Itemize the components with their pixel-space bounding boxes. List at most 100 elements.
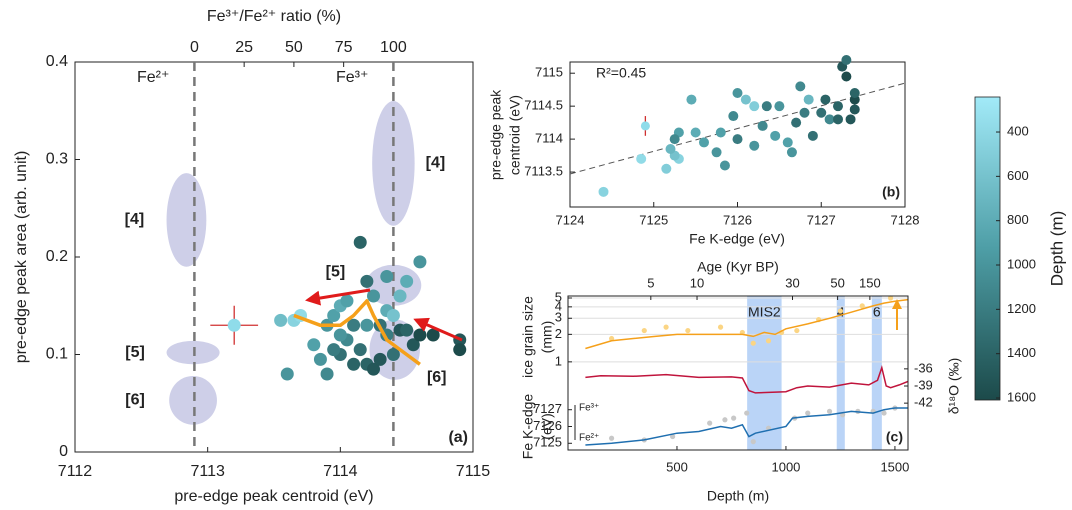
data-point xyxy=(795,81,806,92)
y-tick-label: -42 xyxy=(914,395,933,410)
y-tick-label: 0.4 xyxy=(46,53,68,70)
data-point xyxy=(320,367,334,381)
data-point xyxy=(274,313,288,327)
y-tick-label: 7113.5 xyxy=(524,164,563,179)
data-point xyxy=(686,94,697,105)
x2-tick-label: 25 xyxy=(235,39,253,56)
panel-1: 7124 7125 7126 7127 7128 7113.5 7114 7114.5 7115… xyxy=(488,55,920,247)
x2-tick-label: 100 xyxy=(380,39,407,56)
panel-label: (c) xyxy=(886,429,903,445)
series-point xyxy=(881,410,887,416)
data-point xyxy=(841,71,852,82)
series-point xyxy=(731,415,737,421)
panel-0: 7112 7113 7114 7115 0 0.1 0.2 0.3 0.4 0 25 50 75 100 F… xyxy=(13,8,490,505)
colorbar-tick-label: 1400 xyxy=(1007,345,1036,360)
y-tick-label: 7114 xyxy=(535,131,563,146)
series-point xyxy=(765,338,772,344)
data-point xyxy=(386,309,400,322)
shaded-band xyxy=(747,296,782,450)
data-point xyxy=(824,114,835,125)
series-line xyxy=(585,298,909,350)
series-point xyxy=(641,327,647,334)
data-point xyxy=(757,120,768,131)
shaded-band xyxy=(836,296,845,450)
data-point xyxy=(740,94,751,105)
series-point xyxy=(685,327,691,334)
data-point xyxy=(353,343,367,357)
annotation: R²=0.45 xyxy=(596,65,646,81)
x-axis-title: Depth (m) xyxy=(707,488,769,504)
data-point xyxy=(367,362,380,376)
x2-axis-title: Fe³⁺/Fe²⁺ ratio (%) xyxy=(207,8,341,25)
data-point xyxy=(699,137,709,148)
x-tick-label: 7128 xyxy=(891,212,920,227)
data-point xyxy=(307,338,321,352)
data-point xyxy=(400,323,414,337)
series-point xyxy=(750,439,756,445)
y-tick-label: 3 xyxy=(555,310,562,325)
arrow xyxy=(413,317,463,342)
colorbar-tick-label: 600 xyxy=(1007,168,1029,183)
colorbar-title: Depth (m) xyxy=(1047,211,1066,287)
fit-line xyxy=(569,82,906,175)
series-point xyxy=(707,420,713,426)
colorbar-tick-label: 1000 xyxy=(1007,256,1036,271)
region xyxy=(169,375,217,425)
x-tick-label: 7113 xyxy=(190,463,225,480)
series-point xyxy=(859,303,865,309)
y-tick-label: 0.2 xyxy=(46,248,68,265)
series-point xyxy=(887,295,894,301)
y-tick-label: 7114.5 xyxy=(524,98,563,113)
data-point xyxy=(791,117,802,128)
x-tick-label: 7114 xyxy=(323,463,358,480)
shaded-band xyxy=(871,296,882,450)
data-point xyxy=(367,289,380,303)
x-tick-label: 7126 xyxy=(723,212,752,227)
colorbar xyxy=(974,96,1001,401)
data-point xyxy=(816,107,827,118)
data-point xyxy=(732,87,743,98)
data-point xyxy=(690,127,701,138)
panel-label: (a) xyxy=(448,429,468,446)
y-tick-label: 7126 xyxy=(533,418,562,433)
data-point xyxy=(782,137,793,148)
y-tick-label: 0.3 xyxy=(46,151,68,168)
data-point xyxy=(353,235,367,249)
data-point xyxy=(669,134,680,145)
data-point xyxy=(413,328,427,342)
region-label: [6] xyxy=(125,392,145,409)
y-tick-label: 2 xyxy=(555,326,562,341)
reference-label: Fe²⁺ xyxy=(137,69,169,86)
x-tick-label: 7125 xyxy=(639,212,668,227)
data-point xyxy=(770,130,781,141)
x-tick-label: 7115 xyxy=(456,463,491,480)
region-label: [4] xyxy=(426,155,446,172)
panel-2: MIS24612345ice grain size(mm)-36-39-42δ¹… xyxy=(520,259,962,504)
data-point xyxy=(313,352,327,366)
x-tick-label: 500 xyxy=(666,459,688,474)
data-point xyxy=(803,94,814,105)
y-axis-title: ice grain size xyxy=(520,296,536,378)
x2-tick-label: 75 xyxy=(335,39,353,56)
data-point xyxy=(413,255,427,269)
colorbar-tick-label: 400 xyxy=(1007,123,1029,138)
data-point xyxy=(386,348,400,361)
arrow xyxy=(305,288,371,306)
y-tick-label: 4 xyxy=(555,298,562,313)
x2-tick-label: 0 xyxy=(190,39,199,56)
y-axis-title: pre-edge peak area (arb. unit) xyxy=(13,151,30,364)
x2-tick-label: 50 xyxy=(830,275,844,290)
data-point xyxy=(799,107,810,118)
data-point xyxy=(347,318,361,332)
data-point xyxy=(373,352,387,366)
region xyxy=(166,173,207,267)
data-point xyxy=(406,338,420,352)
data-point xyxy=(360,318,374,332)
x2-tick-label: 150 xyxy=(859,275,881,290)
series-point xyxy=(608,435,615,441)
data-point xyxy=(786,147,797,158)
series-line xyxy=(585,407,908,446)
data-point xyxy=(360,274,374,288)
